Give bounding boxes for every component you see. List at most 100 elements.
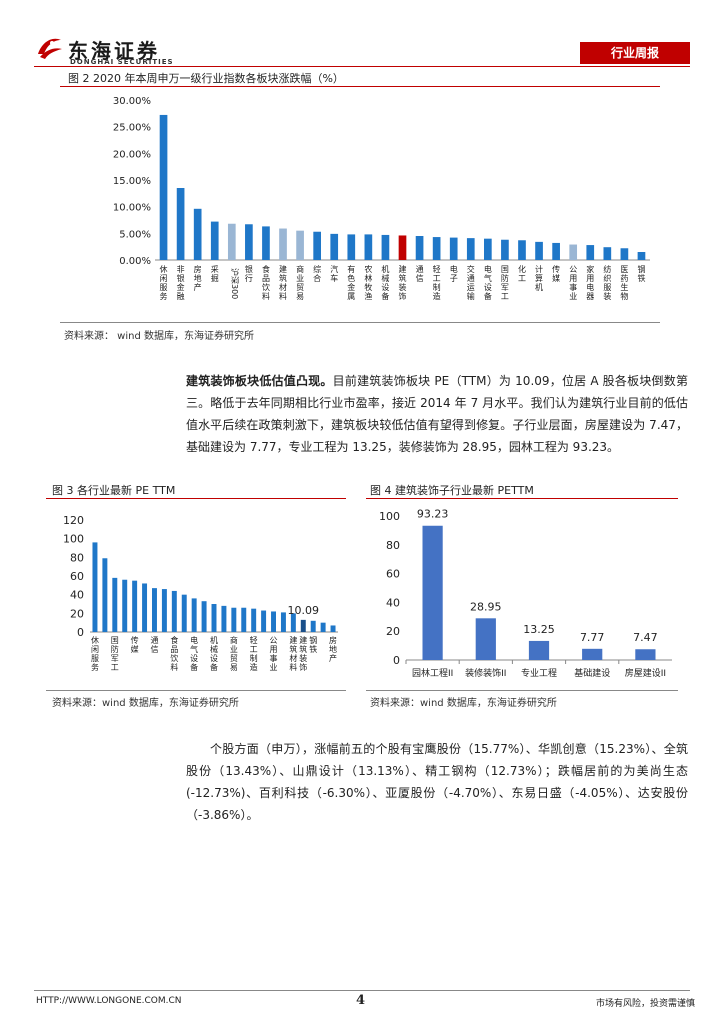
fig2-bar	[449, 237, 458, 260]
paragraph-valuation-text: 目前建筑装饰板块 PE（TTM）为 10.09，位居 A 股各板块倒数第三。略低…	[186, 374, 688, 454]
fig2-bar	[159, 114, 168, 260]
fig3-xtick-label: 商业贸易	[230, 635, 238, 672]
fig3-bar	[181, 594, 187, 632]
fig4-xtick-label: 专业工程	[521, 667, 557, 679]
fig3-xtick-label: 电气设备	[190, 635, 198, 672]
fig4-bar	[475, 618, 496, 660]
fig4-ytick-label: 60	[386, 568, 400, 581]
fig2-bottom-rule	[60, 322, 660, 323]
fig2-source: 资料来源： wind 数据库，东海证券研究所	[64, 331, 254, 342]
footer-url[interactable]: HTTP://WWW.LONGONE.COM.CN	[36, 996, 182, 1006]
fig2-title: 图 2 2020 年本周申万一级行业指数各板块涨跌幅（%）	[68, 72, 344, 85]
fig3-bar	[112, 577, 118, 632]
fig3-bar	[142, 583, 148, 632]
fig2-bar	[603, 247, 612, 260]
fig2-xtick-label: 交通运输	[467, 264, 475, 301]
fig3-xtick-label: 食品饮料	[170, 635, 178, 672]
fig2-xtick-label: 纺织服装	[603, 264, 611, 301]
fig2-bar	[296, 230, 304, 260]
fig3-bar	[310, 620, 316, 632]
fig4-ytick-label: 20	[386, 625, 400, 638]
fig3-bar	[132, 580, 138, 632]
fig2-bar	[484, 238, 492, 260]
fig3-title: 图 3 各行业最新 PE TTM	[52, 484, 176, 497]
fig2-xtick-label: 化工	[518, 264, 526, 283]
fig2-bar	[466, 238, 475, 260]
fig4-ytick-label: 80	[386, 539, 400, 552]
fig2-bar	[552, 242, 560, 260]
fig2-bar	[415, 236, 424, 260]
fig2-bar	[210, 221, 219, 260]
fig4-title-rule	[366, 498, 678, 499]
logo-text-en: DONGHAI SECURITIES	[70, 58, 174, 66]
fig2-xtick-label: 非银金融	[177, 264, 185, 301]
fig2-xtick-label: 通信	[416, 264, 424, 283]
fig3-xtick-label: 传媒	[131, 635, 139, 654]
fig3-ytick-label: 80	[70, 551, 84, 564]
fig3-bar	[211, 604, 217, 632]
fig2-bar	[381, 234, 390, 260]
fig2-xtick-label: 沪深300	[230, 268, 240, 299]
fig2-bar	[637, 252, 646, 260]
fig3-ytick-label: 40	[70, 589, 84, 602]
fig4-source: 资料来源：wind 数据库，东海证券研究所	[370, 698, 557, 709]
fig2-xtick-label: 钢铁	[637, 264, 645, 283]
fig3-bar	[241, 607, 247, 632]
report-type-tag: 行业周报	[580, 42, 690, 64]
paragraph-stocks: 个股方面（申万），涨幅前五的个股有宝鹰股份（15.77%）、华凯创意（15.23…	[186, 742, 688, 822]
fig3-bar	[171, 590, 177, 632]
fig2-bar	[262, 226, 270, 260]
fig2-xtick-label: 建筑装饰	[399, 264, 407, 301]
fig4-data-label: 93.23	[417, 508, 449, 521]
fig2-xtick-label: 综合	[313, 264, 321, 283]
fig3-bar	[280, 612, 286, 632]
fig3-ytick-label: 60	[70, 570, 84, 583]
fig3-bar	[102, 558, 108, 632]
fig2-xtick-label: 医药生物	[620, 265, 628, 301]
fig3-bar	[261, 610, 267, 632]
fig2-xtick-label: 有色金属	[347, 264, 355, 301]
fig3-xtick-label: 建筑装饰	[299, 635, 307, 672]
fig4-data-label: 13.25	[523, 623, 555, 636]
fig3-bar	[191, 598, 197, 632]
fig2-xtick-label: 电子	[450, 264, 458, 283]
fig2-xtick-label: 传媒	[552, 264, 560, 283]
fig4-chart: 0 20 40 60 80 100 93.23 园林工程II 28.95 装修装饰II 13.25 专…	[379, 508, 672, 679]
fig2-xtick-label: 计算机	[535, 264, 543, 292]
fig3-xtick-label: 轻工制造	[250, 635, 258, 672]
fig4-bar	[635, 649, 656, 660]
fig3-ytick-label: 100	[63, 533, 84, 546]
fig3-xtick-label: 房地产	[329, 635, 337, 663]
fig4-xtick-label: 园林工程II	[412, 667, 453, 679]
fig4-ytick-label: 100	[379, 510, 400, 523]
footer-rule	[34, 990, 690, 991]
fig4-data-label: 7.47	[633, 631, 658, 644]
fig3-bar	[330, 625, 336, 632]
fig3-bar	[152, 588, 157, 632]
page-number: 4	[356, 993, 366, 1008]
fig3-bar	[92, 542, 98, 632]
fig4-title: 图 4 建筑装饰子行业最新 PETTM	[370, 484, 534, 497]
fig4-bar	[582, 648, 603, 660]
logo	[34, 32, 64, 62]
fig2-bar	[398, 235, 407, 260]
fig2-ytick-label: 20.00%	[113, 149, 151, 160]
fig4-bottom-rule	[366, 690, 678, 691]
fig2-ytick-label: 0.00%	[119, 256, 151, 267]
fig2-xtick-label: 采掘	[211, 264, 219, 283]
fig3-ytick-label: 20	[70, 607, 84, 620]
fig3-xtick-label: 国防军工	[111, 636, 119, 672]
fig3-bar	[320, 622, 326, 632]
fig4-xtick-label: 装修装饰II	[465, 667, 506, 679]
fig3-bar	[251, 608, 257, 632]
fig3-xtick-label: 机械设备	[210, 635, 218, 672]
fig2-bar	[518, 240, 526, 260]
fig3-xtick-label: 公用事业	[270, 636, 278, 672]
fig2-bar	[586, 245, 595, 260]
fig4-data-label: 7.77	[580, 631, 605, 644]
fig3-bar	[201, 601, 207, 632]
fig2-bar	[569, 244, 578, 260]
fig2-bar	[245, 224, 253, 260]
fig2-ytick-label: 25.00%	[113, 123, 151, 134]
